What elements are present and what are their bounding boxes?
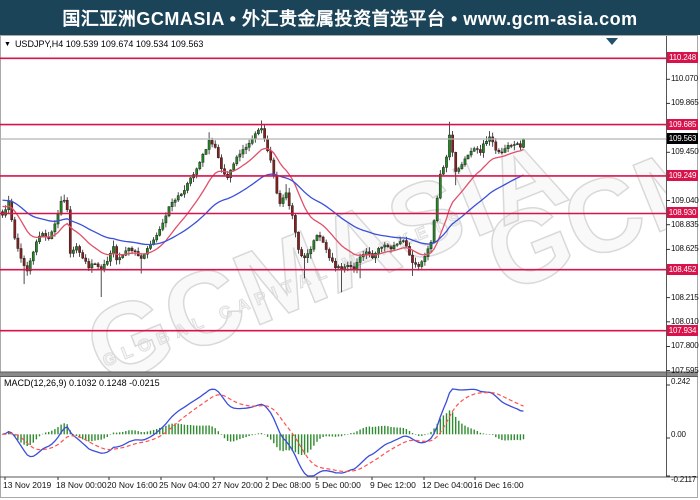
price-tick-label: 108.835 bbox=[671, 219, 699, 229]
price-tick-label: 109.040 bbox=[671, 195, 699, 205]
price-tick-label: 108.010 bbox=[671, 316, 699, 326]
symbol-info-bar: ▼ USDJPY,H4 109.539 109.674 109.534 109.… bbox=[4, 39, 203, 49]
macd-indicator-label: MACD(12,26,9) 0.1032 0.1248 -0.0215 bbox=[4, 378, 160, 388]
price-level-badge: 107.934 bbox=[667, 324, 698, 336]
price-tick-label: 107.595 bbox=[671, 365, 699, 375]
banner-text: 国汇亚洲GCMASIA • 外汇贵金属投资首选平台 • www.gcm-asia… bbox=[62, 8, 638, 29]
time-axis-label: 12 Dec 04:00 bbox=[422, 480, 473, 490]
current-price-badge: 109.563 bbox=[667, 132, 698, 144]
price-tick-label: 109.450 bbox=[671, 147, 699, 157]
time-axis-label: 13 Nov 2019 bbox=[3, 480, 52, 490]
brand-banner: 国汇亚洲GCMASIA • 外汇贵金属投资首选平台 • www.gcm-asia… bbox=[0, 0, 700, 35]
time-axis-label: 16 Dec 16:00 bbox=[473, 480, 524, 490]
symbol-ohlc-text: USDJPY,H4 109.539 109.674 109.534 109.56… bbox=[14, 39, 204, 49]
price-level-badge: 109.685 bbox=[667, 118, 698, 130]
price-tick-label: 109.865 bbox=[671, 98, 699, 108]
price-level-badge: 108.930 bbox=[667, 207, 698, 219]
price-tick-label: 108.215 bbox=[671, 292, 699, 302]
time-axis-label: 25 Nov 04:00 bbox=[159, 480, 210, 490]
time-axis-label: 20 Nov 16:00 bbox=[107, 480, 158, 490]
price-level-badge: 108.452 bbox=[667, 263, 698, 275]
price-level-badge: 110.248 bbox=[667, 52, 698, 64]
macd-scale-label: -0.2117 bbox=[671, 475, 697, 484]
time-axis-label: 9 Dec 12:00 bbox=[370, 480, 416, 490]
price-tick-label: 110.070 bbox=[671, 74, 698, 84]
time-axis-label: 27 Nov 20:00 bbox=[212, 480, 263, 490]
chart-shift-marker-icon bbox=[606, 38, 618, 45]
price-chart-canvas[interactable] bbox=[0, 35, 700, 500]
price-tick-label: 108.625 bbox=[671, 244, 699, 254]
macd-scale-label: 0.242 bbox=[671, 377, 691, 386]
symbol-dropdown-icon[interactable]: ▼ bbox=[4, 40, 11, 48]
time-axis-label: 2 Dec 08:00 bbox=[265, 480, 311, 490]
macd-scale-label: 0.00 bbox=[671, 430, 686, 439]
time-axis-label: 18 Nov 00:00 bbox=[56, 480, 107, 490]
price-tick-label: 107.800 bbox=[671, 341, 699, 351]
time-axis-label: 5 Dec 00:00 bbox=[315, 480, 361, 490]
price-level-badge: 109.249 bbox=[667, 169, 698, 181]
